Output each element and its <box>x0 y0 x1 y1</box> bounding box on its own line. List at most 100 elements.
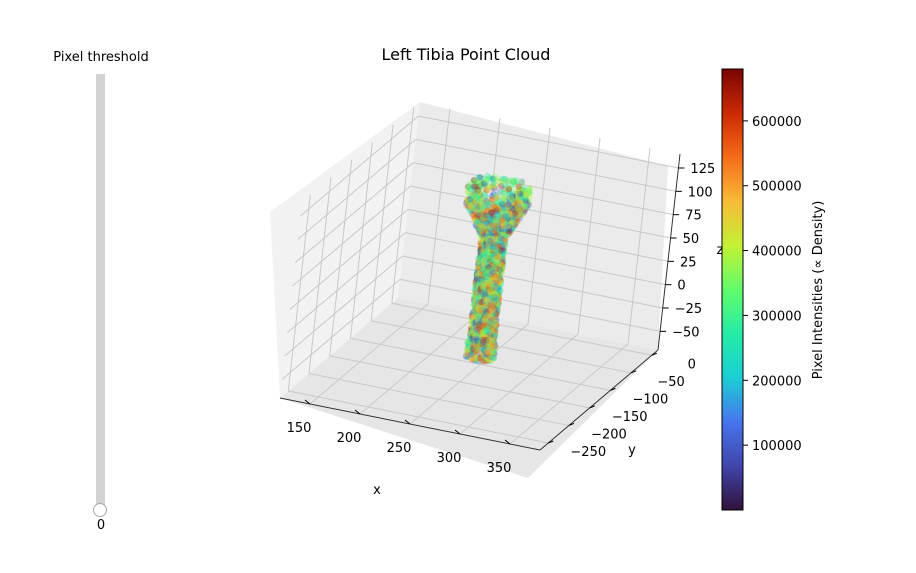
data-point <box>508 197 515 204</box>
data-point <box>475 269 483 276</box>
data-point <box>476 276 483 283</box>
data-point <box>476 336 483 343</box>
data-point <box>490 333 498 341</box>
data-point <box>477 330 484 338</box>
data-point <box>474 270 481 277</box>
data-point <box>497 247 504 254</box>
data-point <box>479 287 486 294</box>
slider-handle[interactable] <box>93 503 107 517</box>
data-point <box>471 320 478 328</box>
data-point <box>467 330 474 338</box>
data-point <box>464 348 471 356</box>
data-point <box>477 315 485 322</box>
data-point <box>467 351 474 359</box>
data-point <box>468 333 476 340</box>
data-point <box>468 319 475 326</box>
data-point <box>478 214 485 222</box>
data-point <box>497 267 504 274</box>
data-point <box>474 190 481 197</box>
data-point <box>480 257 487 264</box>
data-point <box>479 332 486 340</box>
data-point <box>489 233 496 241</box>
data-point <box>492 253 500 260</box>
data-point <box>472 309 479 317</box>
data-point <box>478 309 485 316</box>
data-point <box>490 247 498 254</box>
pixel-threshold-slider[interactable] <box>96 74 105 510</box>
data-point <box>508 225 515 232</box>
data-point <box>474 309 481 316</box>
data-point <box>474 277 481 285</box>
data-point <box>480 338 487 345</box>
data-point <box>480 352 487 360</box>
data-point <box>484 222 491 229</box>
data-point <box>467 331 474 338</box>
data-point <box>470 192 477 199</box>
data-point <box>486 345 493 353</box>
data-point <box>475 320 482 327</box>
data-point <box>481 291 488 298</box>
data-point <box>483 213 490 220</box>
data-point <box>481 287 488 294</box>
data-point <box>501 197 509 204</box>
data-point <box>474 218 481 225</box>
data-point <box>477 340 485 348</box>
colorbar-tick-label: 600000 <box>752 115 802 130</box>
data-point <box>484 245 491 252</box>
data-point <box>488 332 495 339</box>
data-point <box>496 261 503 269</box>
data-point <box>485 338 492 345</box>
data-point <box>465 348 472 356</box>
data-point <box>484 345 491 353</box>
data-point <box>469 354 476 362</box>
data-point <box>493 287 500 294</box>
data-point <box>472 298 480 305</box>
data-point <box>484 279 491 286</box>
data-point <box>475 284 482 291</box>
data-point <box>498 264 506 272</box>
data-point <box>490 274 497 282</box>
data-point <box>482 223 489 230</box>
data-point <box>492 255 500 262</box>
data-point <box>470 322 478 330</box>
data-point <box>479 280 486 287</box>
data-point <box>495 282 502 289</box>
data-point <box>464 198 471 206</box>
data-point <box>485 240 492 247</box>
data-point <box>486 319 493 326</box>
data-point <box>480 235 487 242</box>
data-point <box>494 261 501 269</box>
data-point <box>496 242 504 249</box>
data-point <box>472 196 479 203</box>
data-point <box>480 307 488 314</box>
data-point <box>484 297 491 305</box>
data-point <box>468 354 475 361</box>
data-point <box>477 218 484 225</box>
data-point <box>482 190 489 198</box>
data-point <box>489 241 497 248</box>
data-point <box>491 307 499 314</box>
data-point <box>471 307 478 314</box>
data-point <box>476 313 483 321</box>
data-point <box>480 253 487 260</box>
data-point <box>483 313 490 320</box>
data-point <box>481 288 489 296</box>
data-point <box>484 260 492 267</box>
data-point <box>489 276 496 284</box>
data-point <box>494 202 502 209</box>
data-point <box>490 248 497 255</box>
data-point <box>474 190 482 197</box>
data-point <box>491 285 498 293</box>
data-point <box>472 307 479 314</box>
data-point <box>475 264 482 272</box>
data-point <box>497 261 505 268</box>
data-point <box>467 348 475 356</box>
data-point <box>493 227 501 234</box>
data-point <box>486 200 493 207</box>
data-point <box>488 274 496 282</box>
data-point <box>474 282 482 289</box>
data-point <box>484 324 491 331</box>
data-point <box>483 287 490 294</box>
data-point <box>479 249 486 257</box>
data-point <box>492 255 499 262</box>
